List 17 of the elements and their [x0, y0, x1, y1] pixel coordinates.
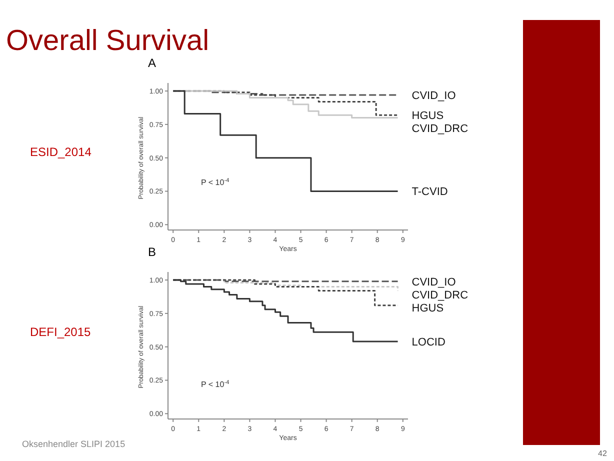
series-label: CVID_DRC	[412, 289, 468, 302]
series-label: CVID_DRC	[412, 123, 468, 136]
series-label: HGUS	[412, 302, 444, 314]
text: DEFI_2015	[30, 325, 92, 339]
text: 42	[598, 449, 608, 458]
chart-title: A	[148, 56, 156, 70]
series-label: CVID_IO	[412, 276, 456, 288]
chart-title: B	[148, 245, 156, 259]
series-label: HGUS	[412, 110, 444, 122]
text: ESID_2014	[30, 145, 92, 159]
series-label: LOCID	[412, 336, 446, 348]
annotation: P < 10$^{-4}$	[201, 380, 230, 389]
series-label: T-CVID	[412, 186, 448, 198]
series-label: CVID_IO	[412, 90, 456, 102]
text: Overall Survival	[6, 25, 210, 57]
annotation: P < 10$^{-4}$	[201, 178, 230, 187]
text: Oksenhendler SLIPI 2015	[22, 439, 126, 449]
